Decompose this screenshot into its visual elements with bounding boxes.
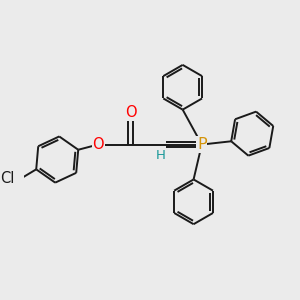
Text: O: O [92, 137, 104, 152]
Text: H: H [155, 149, 165, 163]
Text: O: O [125, 105, 137, 120]
Text: H: H [154, 149, 164, 163]
Text: Cl: Cl [1, 171, 15, 186]
Text: P: P [197, 137, 207, 152]
